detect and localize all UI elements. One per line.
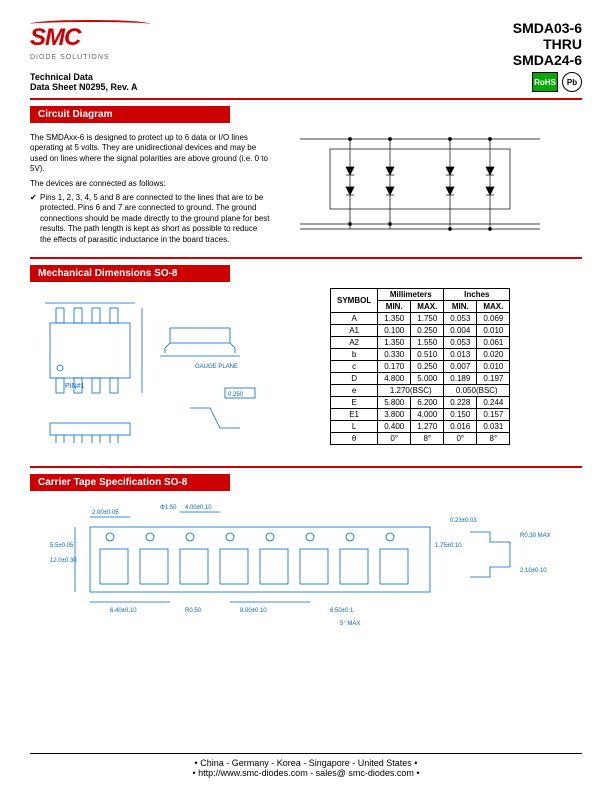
- table-row: D4.8005.0000.1890.197: [331, 372, 510, 384]
- dim-label: 4.00±0.10: [185, 505, 212, 511]
- dim-label: 6.50±0.1: [330, 608, 354, 614]
- dim-label: 0.23±0.03: [450, 518, 477, 524]
- gauge-label: GAUGE PLANE: [195, 364, 238, 370]
- dimension-table: SYMBOL Millimeters Inches MIN. MAX. MIN.…: [330, 288, 510, 445]
- dim-label: 2.10±0.10: [520, 568, 547, 574]
- table-row: b0.3300.5100.0130.020: [331, 348, 510, 360]
- circuit-p2: The devices are connected as follows:: [30, 179, 270, 189]
- tech-row: Technical Data Data Sheet N0295, Rev. A …: [30, 72, 582, 92]
- section-mech: Mechanical Dimensions SO-8: [30, 265, 230, 282]
- tech-line2: Data Sheet N0295, Rev. A: [30, 82, 138, 92]
- table-row: θ0°8°0°8°: [331, 432, 510, 444]
- circuit-section: The SMDAxx-6 is designed to protect up t…: [30, 129, 582, 249]
- pin-label: PIN#1: [65, 383, 85, 390]
- mech-drawing: PIN#1 GAUGE PLANE 0.250: [30, 288, 310, 458]
- divider: [30, 257, 582, 259]
- part-thru: THRU: [513, 36, 582, 52]
- col-max: MAX.: [477, 300, 510, 312]
- circuit-p1: The SMDAxx-6 is designed to protect up t…: [30, 133, 270, 175]
- part-to: SMDA24-6: [513, 52, 582, 68]
- section-circuit: Circuit Diagram: [30, 106, 230, 123]
- footer-locations: • China - Germany - Korea - Singapore - …: [0, 758, 612, 768]
- tech-line1: Technical Data: [30, 72, 138, 82]
- dim-label: 12.0±0.30: [50, 558, 77, 564]
- col-min: MIN.: [378, 300, 411, 312]
- circuit-bullet: Pins 1, 2, 3, 4, 5 and 8 are connected t…: [30, 193, 270, 245]
- dim-label: R0.30 MAX: [520, 533, 551, 539]
- dim-label: 6.40±0.10: [110, 608, 137, 614]
- col-symbol: SYMBOL: [331, 288, 378, 312]
- logo-subtitle: DIODE SOLUTIONS: [30, 54, 150, 61]
- header: SMC DIODE SOLUTIONS SMDA03-6 THRU SMDA24…: [30, 20, 582, 68]
- dim-label: R0.50: [185, 608, 202, 614]
- table-row: A10.1000.2500.0040.010: [331, 324, 510, 336]
- dim-label: Φ1.50: [160, 505, 177, 511]
- table-row: A21.3501.5500.0530.061: [331, 336, 510, 348]
- col-max: MAX.: [411, 300, 444, 312]
- logo-text: SMC: [30, 24, 150, 52]
- col-in: Inches: [444, 288, 510, 300]
- dim-label: 1.75±0.10: [435, 543, 462, 549]
- section-carrier: Carrier Tape Specification SO-8: [30, 474, 230, 491]
- dim-label: 2.00±0.05: [92, 510, 119, 516]
- part-from: SMDA03-6: [513, 20, 582, 36]
- pb-badge: Pb: [562, 72, 582, 92]
- circuit-text: The SMDAxx-6 is designed to protect up t…: [30, 129, 270, 249]
- footer: • China - Germany - Korea - Singapore - …: [0, 753, 612, 778]
- table-row: c0.1700.2500.0070.010: [331, 360, 510, 372]
- col-mm: Millimeters: [378, 288, 444, 300]
- footer-divider: [30, 753, 582, 754]
- table-row: SYMBOL Millimeters Inches: [331, 288, 510, 300]
- svg-text:0.250: 0.250: [228, 392, 244, 398]
- rohs-badge: RoHS: [532, 72, 558, 92]
- table-row: E5.8006.2000.2280.244: [331, 396, 510, 408]
- table-row: A1.3501.7500.0530.069: [331, 312, 510, 324]
- table-row: E13.8004.0000.1500.157: [331, 408, 510, 420]
- dim-label: 5.5±0.05: [50, 543, 74, 549]
- table-row: L0.4001.2700.0160.031: [331, 420, 510, 432]
- carrier-drawing: 2.00±0.05 Φ1.50 4.00±0.10 0.23±0.03 12.0…: [30, 497, 582, 627]
- divider: [30, 466, 582, 468]
- footer-contact: • http://www.smc-diodes.com - sales@ smc…: [0, 768, 612, 778]
- divider: [30, 98, 582, 100]
- table-row: e1.270(BSC)0.050(BSC): [331, 384, 510, 396]
- dim-label: 8.00±0.10: [240, 608, 267, 614]
- logo-block: SMC DIODE SOLUTIONS: [30, 20, 150, 61]
- part-numbers: SMDA03-6 THRU SMDA24-6: [513, 20, 582, 68]
- circuit-diagram: [290, 129, 582, 239]
- badges: RoHS Pb: [532, 72, 582, 92]
- mech-section: PIN#1 GAUGE PLANE 0.250 SYMBOL Millimete…: [30, 288, 582, 458]
- col-min: MIN.: [444, 300, 477, 312]
- dim-label: 5° MAX: [340, 621, 360, 627]
- tech-data: Technical Data Data Sheet N0295, Rev. A: [30, 72, 138, 92]
